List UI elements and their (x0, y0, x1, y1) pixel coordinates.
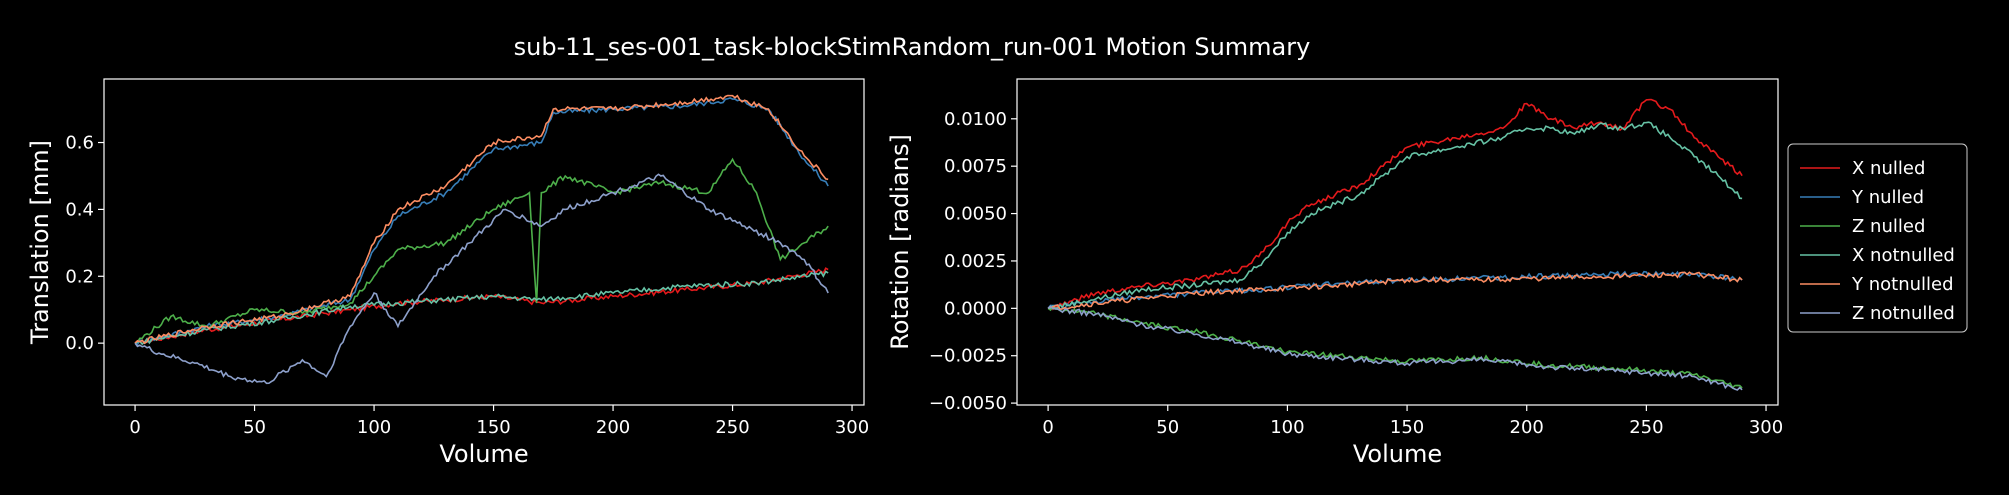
x-tick-label: 100 (357, 417, 391, 438)
series-line-x-nulled (1047, 98, 1743, 311)
x-tick-label: 50 (243, 417, 266, 438)
y-tick-label: −0.0025 (929, 346, 1007, 367)
series-line-z-nulled (134, 157, 829, 344)
x-tick-label: 50 (1156, 417, 1179, 438)
axes-frame (1016, 78, 1779, 406)
translation-plot: 0 50 100 150 200 250 300 0.0 0.2 0.4 0.6 Volume Tran… (26, 78, 869, 468)
x-tick-label: 150 (1390, 417, 1424, 438)
x-axis-label: Volume (1353, 440, 1442, 468)
series-line-x-notnulled (134, 270, 829, 346)
series-line-y-notnulled (1047, 271, 1743, 311)
series-line-z-notnulled (134, 173, 829, 385)
legend-label-z-nulled: Z nulled (1852, 216, 1925, 237)
y-tick-label: 0.0000 (944, 298, 1007, 319)
axes-frame (103, 78, 865, 406)
y-tick-label: 0.4 (65, 199, 94, 220)
x-tick-label: 150 (476, 417, 510, 438)
legend-frame (1787, 143, 1968, 333)
series-group (134, 94, 829, 385)
y-tick-label: 0.0100 (944, 109, 1007, 130)
y-tick-label: 0.0025 (944, 251, 1007, 272)
legend: X nulled Y nulled Z nulled X notnulled Y not… (1787, 143, 1968, 333)
y-axis-label: Translation [mm] (26, 140, 54, 345)
legend-label-y-notnulled: Y notnulled (1851, 274, 1954, 295)
figure-title: sub-11_ses-001_task-blockStimRandom_run-… (514, 33, 1311, 61)
legend-label-x-notnulled: X notnulled (1852, 245, 1955, 266)
x-tick-label: 250 (1629, 417, 1663, 438)
series-line-z-notnulled (1047, 305, 1743, 391)
x-tick-label: 300 (835, 417, 869, 438)
series-group (1047, 98, 1743, 391)
rotation-plot: 0 50 100 150 200 250 300 −0.0050 −0.0025 0.0000 0.… (886, 78, 1783, 468)
legend-label-y-nulled: Y nulled (1851, 187, 1924, 208)
x-axis-label: Volume (439, 440, 528, 468)
y-tick-label: 0.0 (65, 333, 94, 354)
y-tick-label: −0.0050 (929, 393, 1007, 414)
legend-label-z-notnulled: Z notnulled (1852, 303, 1955, 324)
series-line-x-notnulled (1048, 121, 1743, 310)
y-tick-label: 0.2 (65, 266, 94, 287)
x-tick-label: 200 (1510, 417, 1544, 438)
x-tick-label: 300 (1749, 417, 1783, 438)
x-tick-label: 0 (1042, 417, 1053, 438)
y-tick-label: 0.0075 (944, 156, 1007, 177)
y-tick-label: 0.0050 (944, 204, 1007, 225)
legend-label-x-nulled: X nulled (1852, 158, 1925, 179)
series-line-y-notnulled (134, 94, 829, 345)
x-tick-label: 100 (1270, 417, 1304, 438)
x-tick-label: 250 (715, 417, 749, 438)
y-tick-label: 0.6 (65, 133, 94, 154)
x-tick-label: 200 (596, 417, 630, 438)
y-axis-label: Rotation [radians] (886, 134, 914, 350)
x-tick-label: 0 (129, 417, 140, 438)
